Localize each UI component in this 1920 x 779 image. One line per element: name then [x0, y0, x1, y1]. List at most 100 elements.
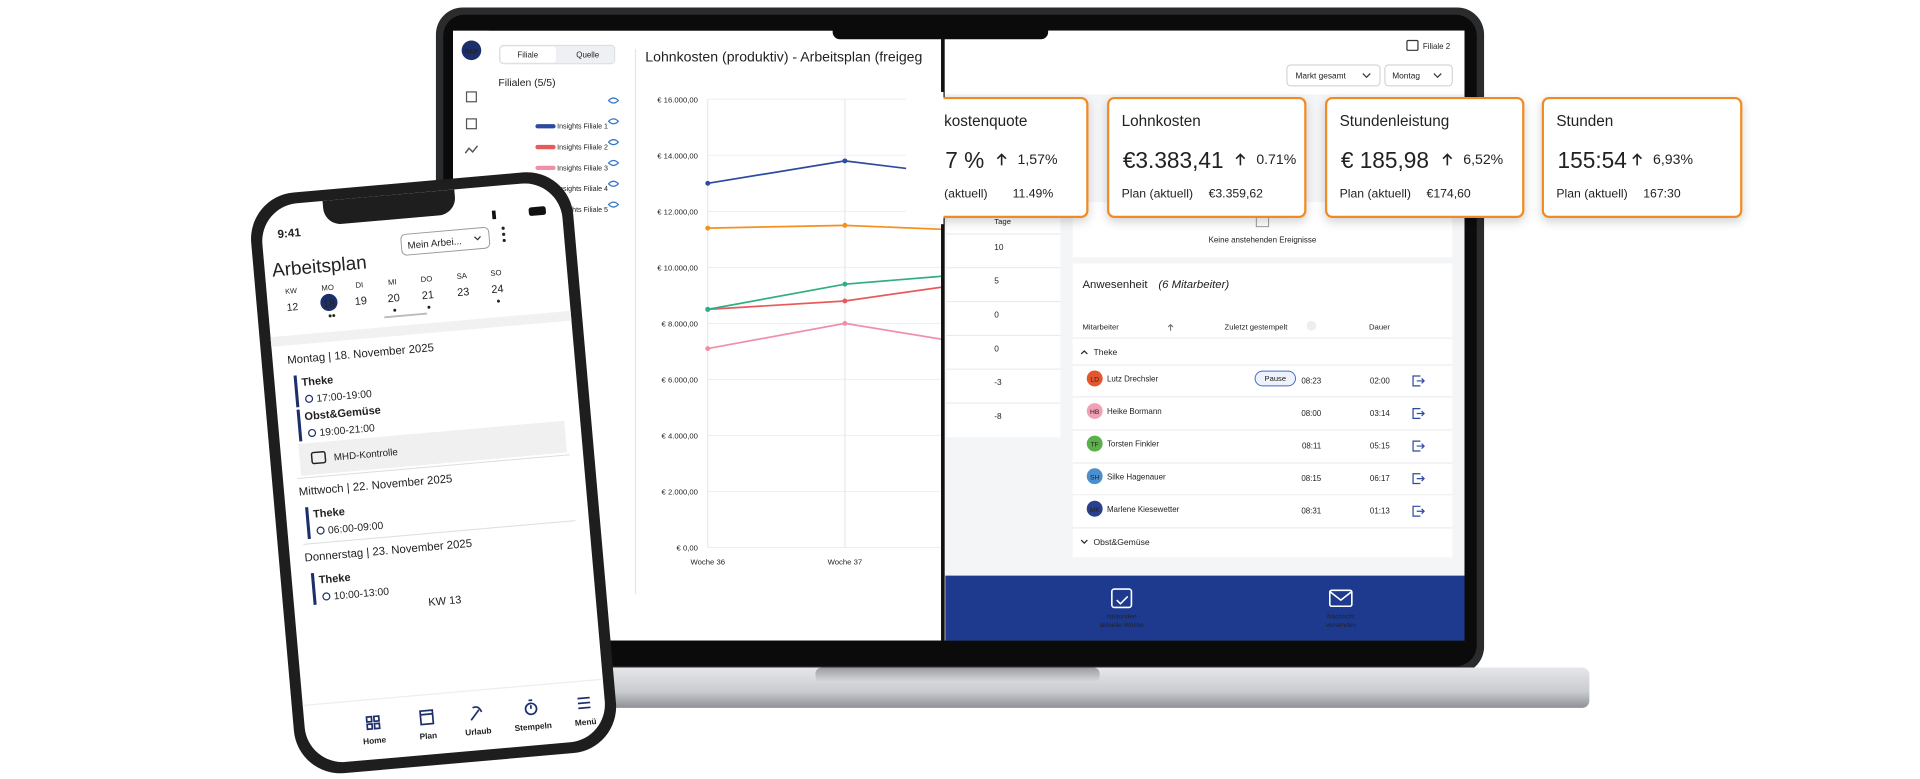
kpi-plan-value: 11.49%: [1013, 186, 1054, 200]
duration: 03:14: [1370, 409, 1390, 418]
kpi-value: 155:54: [1558, 147, 1627, 173]
tab: Filiale: [517, 51, 538, 60]
shift-bar: [310, 572, 317, 605]
clock-time: 08:23: [1301, 376, 1321, 385]
nav-label[interactable]: Home: [363, 734, 387, 746]
avatar: [1086, 435, 1103, 452]
nav-icon[interactable]: [419, 709, 435, 726]
logout-icon[interactable]: [1412, 407, 1425, 420]
status-label: Pause: [1265, 374, 1287, 383]
days-value: 10: [994, 242, 1004, 252]
logo-badge: [461, 40, 482, 61]
nav-icon[interactable]: [365, 715, 381, 731]
kpi-value: 7 %: [945, 147, 984, 173]
day-dot: [427, 305, 431, 309]
logout-icon[interactable]: [1412, 473, 1425, 485]
section-line: [297, 454, 570, 479]
nav-label[interactable]: Stempeln: [514, 720, 552, 733]
days-panel: [946, 202, 1061, 438]
week-label: KW: [285, 286, 298, 296]
dropdown-label: Montag: [1392, 70, 1420, 80]
days-value: 0: [994, 310, 999, 320]
presence-count: (6 Mitarbeiter): [1158, 279, 1229, 291]
visibility-icon: [607, 159, 620, 167]
logout-icon[interactable]: [1412, 375, 1425, 387]
dropdown-caret: [1362, 73, 1442, 79]
nav-label[interactable]: Urlaub: [465, 725, 492, 737]
presence-panel: [1072, 263, 1453, 558]
nav-label[interactable]: Plan: [419, 730, 437, 741]
scroll-indicator: [384, 312, 428, 319]
weekday: MO: [321, 283, 334, 293]
kpi-plan-label: Plan (aktuell): [1122, 186, 1193, 200]
selected-day: [320, 293, 338, 312]
action-label: Iststunden: [1107, 613, 1137, 620]
trend-arrow: [1442, 153, 1453, 166]
trend-arrow: [1632, 153, 1642, 166]
logout-icon[interactable]: [1412, 440, 1425, 452]
x-tick-label: Woche 36: [690, 558, 725, 567]
group-label: Obst&Gemüse: [1093, 537, 1149, 547]
kpi-plan-label: Plan (aktuell): [1556, 186, 1627, 200]
nav-icon[interactable]: [524, 699, 538, 716]
employee-name: Marlene Kiesewetter: [1107, 505, 1180, 514]
kpi-change: 0.71%: [1256, 151, 1296, 167]
status-pill: [1254, 370, 1296, 387]
logout-icon[interactable]: [1412, 505, 1425, 517]
battery-icon: [528, 206, 546, 216]
nav-label[interactable]: Menü: [574, 716, 596, 728]
legend-label: Insights Filiale 5: [557, 206, 608, 214]
avatar-initials: LD: [1090, 377, 1099, 384]
nav-icon[interactable]: [470, 706, 483, 721]
trend-arrow: [1235, 153, 1246, 166]
days-value: 5: [994, 276, 999, 286]
filter-label: Mein Arbei...: [407, 236, 462, 252]
phone-notch: [322, 189, 455, 224]
dropdown[interactable]: [1286, 64, 1381, 87]
section-line: [303, 520, 576, 545]
kpi-plan-label: Plan (aktuell): [1340, 186, 1411, 200]
nav-icon[interactable]: [465, 118, 477, 130]
phone-screen: [262, 183, 605, 763]
day-dot: [496, 299, 500, 303]
screen-mask: [906, 91, 944, 225]
y-tick-label: € 8.000,00: [662, 319, 698, 328]
plan-filter[interactable]: [400, 226, 491, 256]
dropdown-label: Markt gesamt: [1296, 70, 1347, 80]
collapse-icon: [1080, 350, 1088, 355]
y-tick-label: € 0,00: [677, 544, 698, 553]
column-header: Tage: [994, 217, 1011, 226]
y-tick-label: € 4.000,00: [662, 431, 698, 440]
action-label: Nachricht: [1327, 613, 1355, 620]
x-tick-label: Woche 37: [828, 558, 863, 567]
shift-name: Theke: [301, 374, 334, 389]
next-week: KW 13: [428, 594, 462, 609]
mail-flap: [1329, 590, 1353, 602]
shift-bar: [296, 409, 303, 442]
point: [842, 222, 848, 228]
days-value: 0: [994, 343, 999, 353]
point: [842, 281, 848, 287]
calendar-icon[interactable]: [1111, 588, 1133, 609]
clock-time: 08:31: [1301, 507, 1321, 516]
kpi-change: 1,57%: [1018, 151, 1058, 167]
kpi-title: Stunden: [1556, 113, 1613, 130]
tab-active[interactable]: [500, 46, 556, 63]
mail-icon[interactable]: [1329, 589, 1353, 608]
day-number: 19: [354, 295, 367, 308]
group-label: Theke: [1093, 347, 1117, 357]
nav-divider: [302, 678, 603, 707]
shift-time: 06:00-09:00: [328, 521, 384, 537]
dropdown[interactable]: [1384, 64, 1453, 87]
legend-label: Insights Filiale 1: [557, 123, 608, 131]
nav-icon[interactable]: [577, 696, 591, 710]
clock-time: 08:11: [1302, 442, 1322, 451]
kpi-card: [1325, 96, 1525, 218]
day-number: 21: [421, 289, 434, 302]
presence-title: Anwesenheit: [1082, 279, 1148, 291]
visibility-icon: [607, 118, 620, 125]
y-tick-label: € 6.000,00: [662, 375, 698, 384]
clock-icon: [322, 592, 331, 601]
nav-icon[interactable]: [464, 145, 479, 154]
